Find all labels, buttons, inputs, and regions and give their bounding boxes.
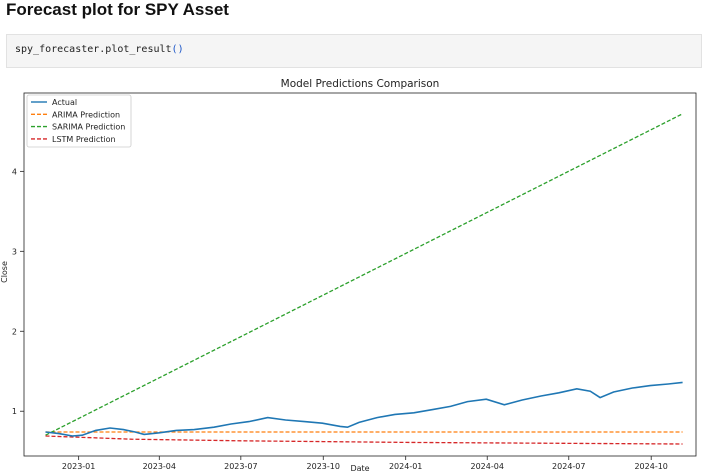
- code-parens: (): [171, 44, 184, 55]
- code-call: spy_forecaster.plot_result: [15, 44, 172, 55]
- y-axis: 1 2 3 4: [12, 167, 24, 416]
- y-axis-label: Close: [0, 261, 9, 283]
- legend-label: ARIMA Prediction: [52, 110, 120, 119]
- x-axis-label: Date: [350, 464, 369, 472]
- x-tick-label: 2023-01: [62, 462, 95, 471]
- series-line-sarima-prediction: [45, 113, 683, 436]
- chart-title: Model Predictions Comparison: [281, 78, 440, 90]
- legend-label: SARIMA Prediction: [52, 123, 125, 132]
- series-layer: [45, 113, 683, 445]
- plot-area: [23, 92, 697, 457]
- x-tick-label: 2024-07: [552, 462, 585, 471]
- x-tick-label: 2024-01: [389, 462, 422, 471]
- x-tick-label: 2023-07: [224, 462, 257, 471]
- legend-box: [26, 94, 132, 148]
- x-tick-label: 2023-04: [143, 462, 176, 471]
- x-tick-label: 2024-10: [634, 462, 667, 471]
- y-tick-label: 2: [12, 327, 17, 336]
- y-tick-label: 3: [12, 247, 17, 256]
- y-tick-label: 1: [12, 407, 17, 416]
- y-tick-label: 4: [12, 167, 17, 176]
- legend-label: Actual: [52, 98, 77, 107]
- series-line-actual: [45, 381, 683, 437]
- code-text: spy_forecaster.plot_result(): [15, 44, 184, 55]
- code-cell[interactable]: spy_forecaster.plot_result(): [6, 34, 702, 68]
- page-heading: Forecast plot for SPY Asset: [6, 0, 229, 19]
- legend-label: LSTM Prediction: [52, 135, 116, 144]
- x-axis: 2023-01 2023-04 2023-07 2023-10 2024-01 2024-…: [62, 456, 668, 471]
- chart-legend: Actual ARIMA Prediction SARIMA Prediction L…: [26, 94, 132, 148]
- x-tick-label: 2024-04: [471, 462, 504, 471]
- series-line-lstm-prediction: [45, 435, 683, 445]
- x-tick-label: 2023-10: [307, 462, 340, 471]
- forecast-chart: Model Predictions Comparison 2023-01 2023…: [0, 78, 697, 473]
- plot-output: Model Predictions Comparison 2023-01 2023…: [0, 72, 723, 473]
